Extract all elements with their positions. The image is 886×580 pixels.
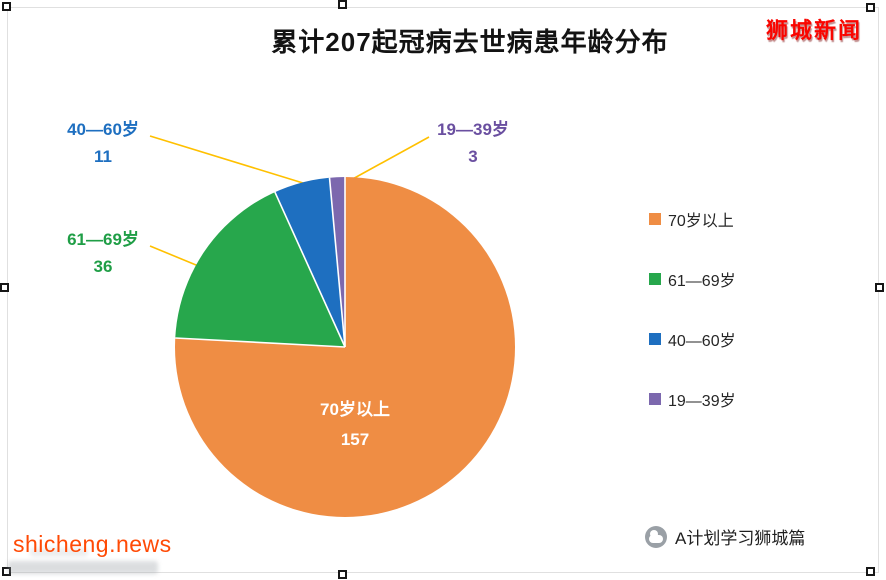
data-label-value: 11 <box>94 147 112 167</box>
chart-legend: 70岁以上 61—69岁 40—60岁 19—39岁 <box>649 207 736 411</box>
legend-item-61-69: 61—69岁 <box>649 267 736 291</box>
data-label-value: 157 <box>340 429 370 449</box>
selection-handle <box>0 283 9 292</box>
data-label-text: 19—39岁 <box>437 120 509 139</box>
selection-handle <box>2 567 11 576</box>
legend-label: 61—69岁 <box>668 273 736 290</box>
slice-dividers <box>175 177 346 348</box>
selection-handle <box>338 0 347 9</box>
selection-handle <box>875 283 884 292</box>
legend-label: 70岁以上 <box>668 213 734 230</box>
data-label-19-39: 19—39岁 3 <box>398 116 548 170</box>
legend-swatch-icon <box>649 213 661 225</box>
legend-swatch-icon <box>649 333 661 345</box>
data-label-40-60: 40—60岁 11 <box>28 116 178 170</box>
data-label-value: 3 <box>468 147 478 167</box>
legend-item-70-plus: 70岁以上 <box>649 207 736 231</box>
account-avatar-icon <box>645 525 667 548</box>
chart-title: 累计207起冠病去世病患年龄分布 <box>271 27 669 57</box>
pie-chart: 70岁以上 157 <box>175 177 515 517</box>
selection-handle <box>338 570 347 579</box>
credit-text: A计划学习狮城篇 <box>675 529 806 548</box>
selection-handle <box>2 2 11 11</box>
selection-handle <box>866 567 875 576</box>
site-logo: 狮城新闻 <box>765 18 862 43</box>
watermark-smudge <box>30 548 88 557</box>
data-label-61-69: 61—69岁 36 <box>28 226 178 280</box>
data-label-text: 61—69岁 <box>67 230 139 249</box>
legend-swatch-icon <box>649 273 661 285</box>
legend-label: 19—39岁 <box>668 393 736 410</box>
data-label-text: 40—60岁 <box>67 120 139 139</box>
data-label-text: 70岁以上 <box>320 400 390 419</box>
watermark-smudge <box>8 561 158 574</box>
credit-byline: A计划学习狮城篇 <box>645 524 805 549</box>
data-label-value: 36 <box>93 257 113 277</box>
legend-item-40-60: 40—60岁 <box>649 327 736 351</box>
data-label-70-plus: 70岁以上 157 <box>280 395 430 455</box>
legend-swatch-icon <box>649 393 661 405</box>
legend-item-19-39: 19—39岁 <box>649 387 736 411</box>
watermark-url: shicheng.news <box>13 531 172 557</box>
selection-handle <box>866 3 875 12</box>
legend-label: 40—60岁 <box>668 333 736 350</box>
